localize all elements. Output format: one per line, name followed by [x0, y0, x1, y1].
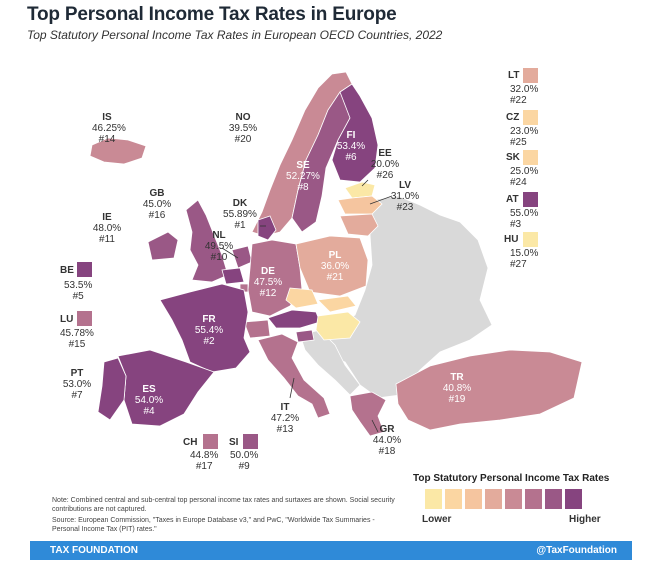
label-tr: TR 40.8% #19: [442, 372, 472, 405]
country-ie[interactable]: [147, 231, 179, 261]
side-value-lt: 32.0% #22: [510, 84, 539, 106]
label-ee: EE 20.0% #26: [370, 148, 400, 181]
legend-swatch-5: [505, 489, 522, 509]
swatch-hu: [523, 232, 538, 247]
swatch-be: [77, 262, 92, 277]
side-value-lu: 45.78% #15: [60, 328, 94, 350]
label-de: DE 47.5% #12: [253, 266, 283, 299]
country-gb[interactable]: [185, 199, 229, 283]
country-lv[interactable]: [337, 195, 383, 215]
label-se: SE 52.27% #8: [286, 160, 320, 193]
footer-bar: TAX FOUNDATION @TaxFoundation: [30, 541, 632, 560]
label-ie: IE 48.0% #11: [92, 212, 122, 245]
side-label-be: BE: [60, 265, 74, 276]
leader-ee: [361, 179, 369, 187]
source-text: Source: European Commission, "Taxes in E…: [52, 517, 375, 533]
label-es: ES 54.0% #4: [134, 384, 164, 417]
swatch-lu: [77, 311, 92, 326]
label-fr: FR 55.4% #2: [194, 314, 224, 347]
side-label-hu: HU: [504, 234, 519, 245]
legend-swatch-3: [465, 489, 482, 509]
legend-low-label: Lower: [422, 514, 452, 525]
label-gr: GR 44.0% #18: [372, 424, 402, 457]
label-nl: NL 49.5% #10: [204, 230, 234, 263]
label-dk: DK 55.89% #1: [223, 198, 257, 231]
leader-nl: [221, 247, 239, 259]
leader-lv: [369, 195, 393, 205]
page-title: Top Personal Income Tax Rates in Europe: [27, 4, 397, 25]
footnotes: Note: Combined central and sub-central t…: [52, 496, 402, 534]
side-label-sk: SK: [506, 152, 520, 163]
page-subtitle: Top Statutory Personal Income Tax Rates …: [27, 28, 443, 42]
note-text: Note: Combined central and sub-central t…: [52, 497, 395, 513]
country-gr[interactable]: [349, 391, 387, 437]
side-label-si: SI: [229, 437, 239, 448]
leader-gr: [371, 419, 379, 433]
side-value-at: 55.0% #3: [510, 208, 539, 230]
legend-title: Top Statutory Personal Income Tax Rates: [413, 473, 610, 484]
side-value-ch: 44.8% #17: [190, 450, 219, 472]
side-label-at: AT: [506, 194, 519, 205]
legend-swatch-7: [545, 489, 562, 509]
label-lv: LV 31.0% #23: [390, 180, 420, 213]
footer-handle[interactable]: @TaxFoundation: [536, 545, 617, 556]
label-gb: GB 45.0% #16: [142, 188, 172, 221]
swatch-at: [523, 192, 538, 207]
side-value-be: 53.5% #5: [64, 280, 93, 302]
country-sk[interactable]: [317, 295, 357, 313]
label-pt: PT 53.0% #7: [62, 368, 92, 401]
swatch-cz: [523, 110, 538, 125]
country-hu[interactable]: [315, 311, 361, 341]
swatch-sk: [523, 150, 538, 165]
country-it[interactable]: [257, 333, 331, 419]
label-is: IS 46.25% #14: [92, 112, 126, 145]
legend-swatch-6: [525, 489, 542, 509]
label-fi: FI 53.4% #6: [336, 130, 366, 163]
side-label-ch: CH: [183, 437, 198, 448]
swatch-lt: [523, 68, 538, 83]
side-label-lt: LT: [508, 70, 520, 81]
country-ee[interactable]: [344, 181, 376, 199]
swatch-ch: [203, 434, 218, 449]
country-be[interactable]: [221, 267, 245, 285]
legend-high-label: Higher: [569, 514, 601, 525]
country-fr[interactable]: [159, 283, 251, 373]
country-tr[interactable]: [395, 349, 583, 431]
side-value-hu: 15.0% #27: [510, 248, 539, 270]
side-label-lu: LU: [60, 314, 74, 325]
legend-swatch-2: [445, 489, 462, 509]
country-cz[interactable]: [285, 287, 319, 309]
label-it: IT 47.2% #13: [270, 402, 300, 435]
side-value-si: 50.0% #9: [230, 450, 259, 472]
country-pt[interactable]: [97, 357, 127, 421]
side-value-sk: 25.0% #24: [510, 166, 539, 188]
country-lt[interactable]: [339, 213, 379, 237]
side-label-cz: CZ: [506, 112, 520, 123]
legend-swatch-1: [425, 489, 442, 509]
label-no: NO 39.5% #20: [228, 112, 258, 145]
legend-swatch-8: [565, 489, 582, 509]
side-value-cz: 23.0% #25: [510, 126, 539, 148]
leader-it: [289, 377, 295, 399]
swatch-si: [243, 434, 258, 449]
footer-brand: TAX FOUNDATION: [50, 545, 138, 556]
label-pl: PL 36.0% #21: [320, 250, 350, 283]
country-pl[interactable]: [295, 235, 369, 297]
legend-swatch-4: [485, 489, 502, 509]
country-fi[interactable]: [331, 83, 379, 183]
country-ch[interactable]: [243, 319, 271, 339]
country-is[interactable]: [89, 137, 147, 165]
country-si[interactable]: [295, 329, 315, 343]
country-dk[interactable]: [257, 215, 277, 241]
